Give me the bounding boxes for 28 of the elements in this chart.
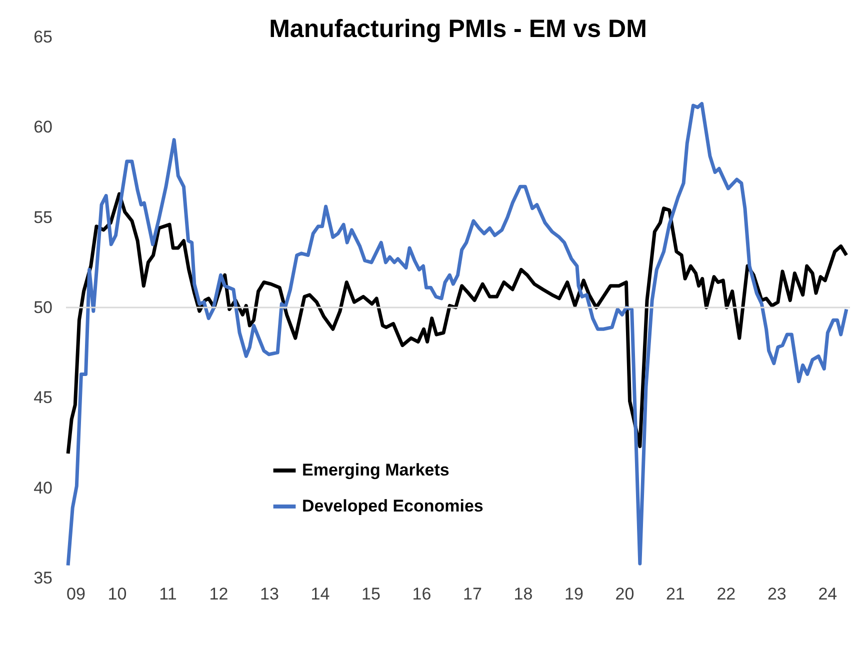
legend-label: Emerging Markets [302,460,450,480]
x-tick-label: 23 [767,584,786,604]
x-tick-label: 11 [159,584,177,604]
x-tick-label: 17 [462,584,482,604]
line-series [66,192,848,456]
x-tick-label: 16 [412,584,432,604]
x-tick-label: 13 [260,584,279,604]
x-tick-label: 22 [716,584,736,604]
x-tick-label: 15 [362,584,380,604]
x-tick-label: 12 [209,584,228,604]
y-tick-label: 55 [34,208,52,227]
y-tick-label: 60 [34,118,52,137]
x-tick-label: 24 [818,584,838,604]
chart-title: Manufacturing PMIs - EM vs DM [269,15,647,43]
y-tick-label: 65 [34,28,52,46]
x-tick-label: 09 [66,584,86,604]
line-series [66,102,848,568]
x-tick-label: 10 [108,584,127,604]
x-tick-label: 20 [615,584,634,604]
y-tick-label: 50 [34,298,52,317]
legend-label: Developed Economies [302,496,484,516]
x-tick-label: 18 [514,584,533,604]
x-tick-label: 14 [310,584,330,604]
y-tick-label: 35 [34,568,52,588]
y-tick-label: 45 [34,388,52,408]
x-tick-label: 19 [564,584,584,604]
x-tick-label: 21 [666,584,685,604]
y-tick-label: 40 [34,478,52,498]
